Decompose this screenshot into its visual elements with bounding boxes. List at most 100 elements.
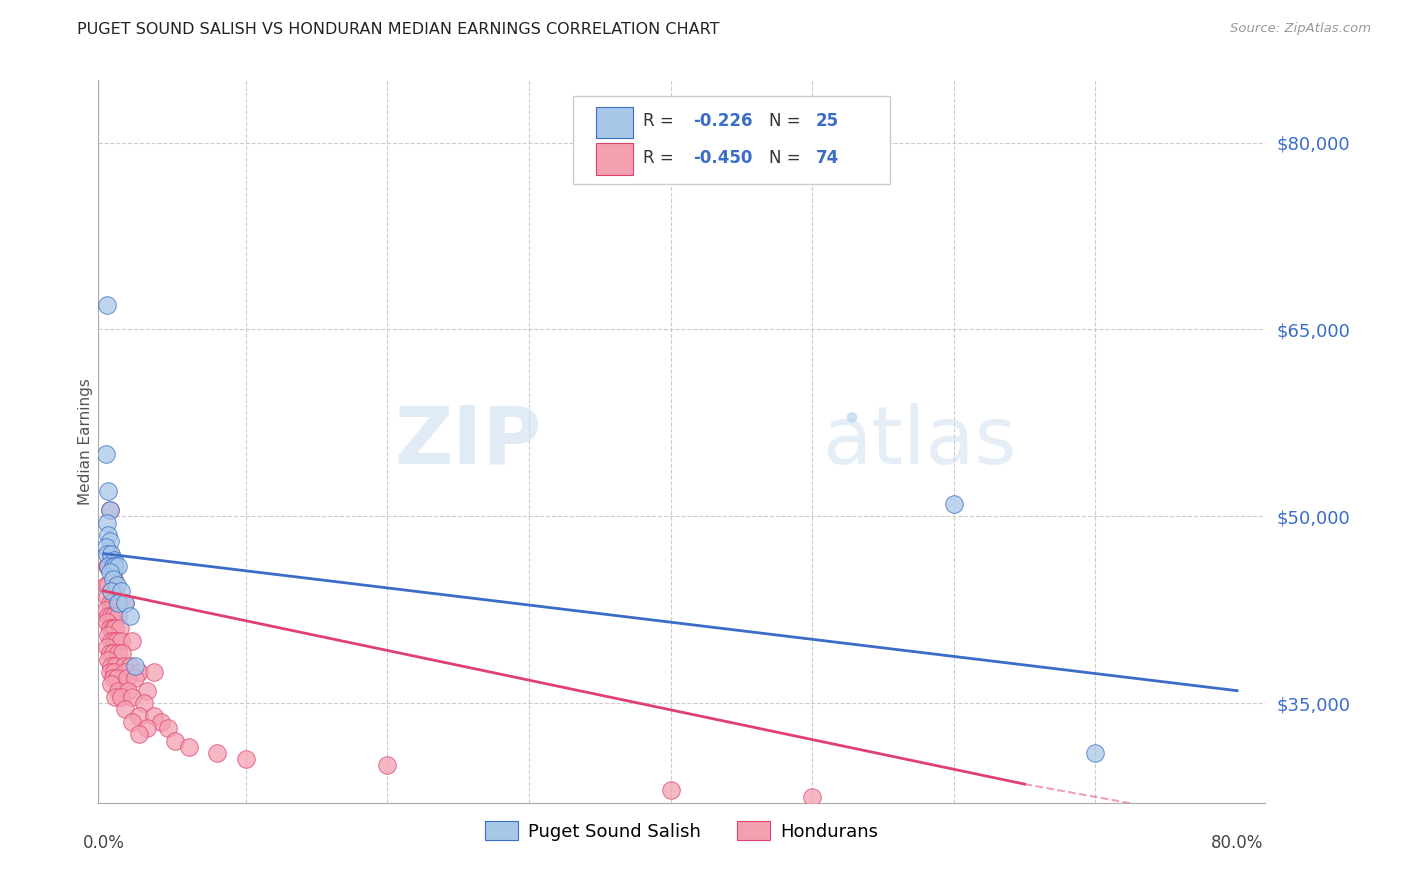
Point (114, 665, 136, 679)
Point (375, 758, 398, 772)
Point (177, 739, 200, 754)
Point (100, 553, 122, 567)
Point (104, 559, 127, 574)
Point (100, 584, 122, 599)
Point (115, 671, 138, 685)
Point (121, 714, 143, 729)
Point (101, 621, 124, 635)
Point (96, 615, 118, 630)
Point (94, 447, 117, 461)
Point (142, 708, 165, 723)
Point (96, 516, 118, 530)
Point (105, 578, 128, 592)
Point (96, 640, 118, 654)
Point (132, 696, 155, 710)
Text: Source: ZipAtlas.com: Source: ZipAtlas.com (1230, 22, 1371, 36)
Point (94, 541, 117, 555)
Point (100, 584, 122, 599)
Text: ZIP: ZIP (395, 402, 541, 481)
Point (96, 547, 118, 561)
Point (135, 683, 157, 698)
Point (96, 559, 118, 574)
Point (98, 503, 121, 517)
Point (107, 559, 129, 574)
Point (98, 621, 121, 635)
Point (135, 721, 157, 735)
Text: 74: 74 (815, 148, 839, 167)
Point (103, 572, 125, 586)
Point (114, 702, 136, 716)
Point (110, 584, 132, 599)
Point (101, 559, 124, 574)
Point (107, 597, 129, 611)
Point (107, 646, 129, 660)
Point (107, 609, 129, 624)
Point (101, 671, 124, 685)
Point (103, 665, 125, 679)
Point (94, 578, 117, 592)
Legend: Puget Sound Salish, Hondurans: Puget Sound Salish, Hondurans (478, 814, 886, 848)
Point (98, 646, 121, 660)
Point (98, 534, 121, 549)
Point (110, 690, 132, 704)
Text: ●: ● (845, 409, 858, 423)
Point (100, 633, 122, 648)
Text: 0.0%: 0.0% (83, 834, 125, 852)
Point (97, 559, 120, 574)
Point (121, 690, 143, 704)
Point (98, 597, 121, 611)
Point (103, 633, 125, 648)
Point (128, 708, 150, 723)
FancyBboxPatch shape (596, 143, 633, 175)
Point (207, 746, 229, 760)
Point (104, 658, 127, 673)
Point (114, 597, 136, 611)
Point (100, 677, 122, 691)
Point (659, 783, 682, 797)
Point (98, 665, 121, 679)
Point (108, 621, 131, 635)
Point (163, 733, 186, 747)
Point (103, 553, 125, 567)
Point (235, 752, 257, 766)
Point (97, 578, 120, 592)
Text: R =: R = (644, 112, 679, 130)
Point (1084, 746, 1107, 760)
Point (101, 597, 124, 611)
FancyBboxPatch shape (574, 96, 890, 184)
Point (100, 658, 122, 673)
Text: N =: N = (769, 148, 806, 167)
Point (105, 597, 128, 611)
Point (118, 609, 141, 624)
Point (97, 627, 120, 641)
Point (114, 597, 136, 611)
Point (110, 633, 132, 648)
Point (156, 721, 179, 735)
Point (104, 690, 127, 704)
Point (100, 547, 122, 561)
Text: -0.226: -0.226 (693, 112, 754, 130)
Text: R =: R = (644, 148, 679, 167)
Point (105, 671, 128, 685)
Point (96, 591, 118, 605)
Point (97, 652, 120, 666)
Point (97, 559, 120, 574)
Y-axis label: Median Earnings: Median Earnings (77, 378, 93, 505)
Point (124, 658, 146, 673)
Point (104, 584, 127, 599)
Point (112, 658, 135, 673)
Point (121, 633, 143, 648)
Point (118, 658, 141, 673)
Point (101, 566, 124, 580)
Point (97, 528, 120, 542)
Point (128, 665, 150, 679)
Point (105, 633, 128, 648)
Point (117, 683, 139, 698)
Point (942, 497, 965, 511)
Text: 25: 25 (815, 112, 839, 130)
Point (149, 714, 172, 729)
Point (104, 621, 127, 635)
Point (97, 609, 120, 624)
Point (111, 646, 134, 660)
Text: 80.0%: 80.0% (1211, 834, 1263, 852)
